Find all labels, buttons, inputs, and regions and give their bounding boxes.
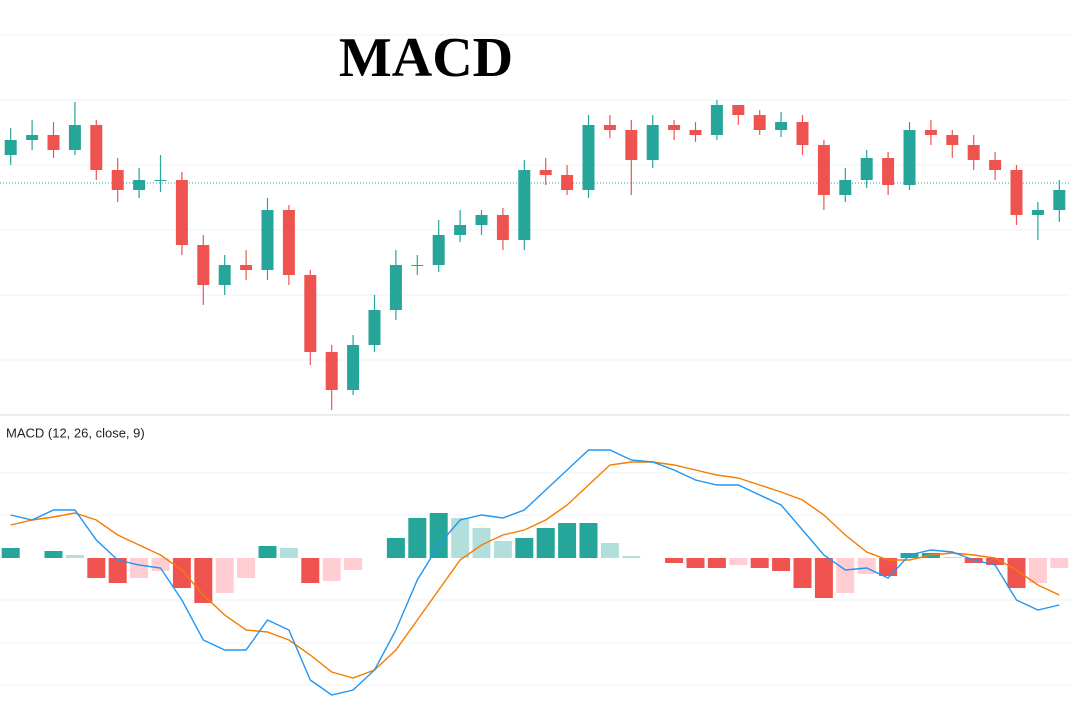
candle-body — [68, 125, 81, 150]
histogram-bar — [536, 528, 555, 558]
indicator-label: MACD (12, 26, close, 9) — [6, 425, 145, 440]
histogram-bar — [1, 548, 20, 558]
histogram-bar — [108, 558, 127, 583]
histogram-bar — [686, 558, 705, 568]
candle-body — [775, 122, 788, 130]
candle-body — [4, 140, 17, 155]
histogram-bar — [130, 558, 149, 578]
histogram-bar — [386, 538, 405, 558]
histogram-bar — [1050, 558, 1069, 568]
histogram-bar — [515, 538, 534, 558]
histogram-bar — [1007, 558, 1026, 588]
candle-body — [839, 180, 852, 195]
histogram-bar — [279, 548, 298, 558]
histogram-bar — [493, 541, 512, 558]
histogram-bar — [172, 558, 191, 588]
candle-body — [817, 145, 830, 195]
histogram-bar — [258, 546, 277, 558]
histogram-bar — [451, 518, 470, 558]
histogram-bar — [301, 558, 320, 583]
candle-body — [882, 158, 895, 185]
histogram-bar — [1028, 558, 1047, 583]
candle-body — [261, 210, 274, 270]
candle-body — [432, 235, 445, 265]
candle-body — [1053, 190, 1066, 210]
histogram-bar — [814, 558, 833, 598]
histogram-bar — [65, 555, 84, 558]
candle-body — [625, 130, 638, 160]
candle-body — [475, 215, 488, 225]
histogram-bar — [943, 557, 962, 558]
candle-body — [197, 245, 210, 285]
histogram-bar — [215, 558, 234, 593]
candle-body — [582, 125, 595, 190]
candle-body — [924, 130, 937, 135]
candle-body — [26, 135, 39, 140]
candle-body — [133, 180, 146, 190]
histogram-bar — [322, 558, 341, 581]
candle-body — [454, 225, 467, 235]
candle-body — [90, 125, 103, 170]
candle-body — [603, 125, 616, 130]
histogram-bar — [44, 551, 63, 558]
histogram-bar — [600, 543, 619, 558]
histogram-bar — [408, 518, 427, 558]
candle-body — [368, 310, 381, 345]
histogram-bar — [558, 523, 577, 558]
histogram-bar — [729, 558, 748, 565]
histogram-bar — [665, 558, 684, 563]
candle-body — [796, 122, 809, 145]
chart-title: MACD — [339, 27, 513, 89]
histogram-bar — [879, 558, 898, 576]
histogram-bar — [772, 558, 791, 571]
histogram-bar — [793, 558, 812, 588]
candle-body — [989, 160, 1002, 170]
histogram-bar — [472, 528, 491, 558]
histogram-bar — [622, 556, 641, 558]
candle-body — [860, 158, 873, 180]
candle-body — [689, 130, 702, 135]
candle-body — [1010, 170, 1023, 215]
histogram-bar — [194, 558, 213, 603]
candle-body — [240, 265, 253, 270]
candle-body — [218, 265, 231, 285]
candle-body — [518, 170, 531, 240]
candle-body — [1031, 210, 1044, 215]
candle-body — [347, 345, 360, 390]
histogram-bar — [87, 558, 106, 578]
candle-body — [111, 170, 124, 190]
candle-body — [411, 265, 424, 266]
histogram-bar — [986, 558, 1005, 565]
candle-body — [304, 275, 317, 352]
histogram-bar — [344, 558, 363, 570]
candle-body — [646, 125, 659, 160]
candle-body — [753, 115, 766, 130]
candle-body — [946, 135, 959, 145]
histogram-bar — [836, 558, 855, 593]
candle-body — [154, 180, 167, 181]
candle-body — [732, 105, 745, 115]
candle-body — [282, 210, 295, 275]
histogram-bar — [237, 558, 256, 578]
macd-line — [10, 461, 1060, 679]
candle-body — [175, 180, 188, 245]
macd-line — [10, 449, 1060, 696]
candle-body — [389, 265, 402, 310]
histogram-bar — [750, 558, 769, 568]
candle-body — [967, 145, 980, 160]
candle-body — [325, 352, 338, 390]
candle-body — [710, 105, 723, 135]
histogram-bar — [429, 513, 448, 558]
candle-body — [539, 170, 552, 175]
histogram-bar — [707, 558, 726, 568]
candle-body — [561, 175, 574, 190]
candle-body — [668, 125, 681, 130]
candle-body — [496, 215, 509, 240]
candle-body — [47, 135, 60, 150]
histogram-bar — [579, 523, 598, 558]
candle-body — [903, 130, 916, 185]
